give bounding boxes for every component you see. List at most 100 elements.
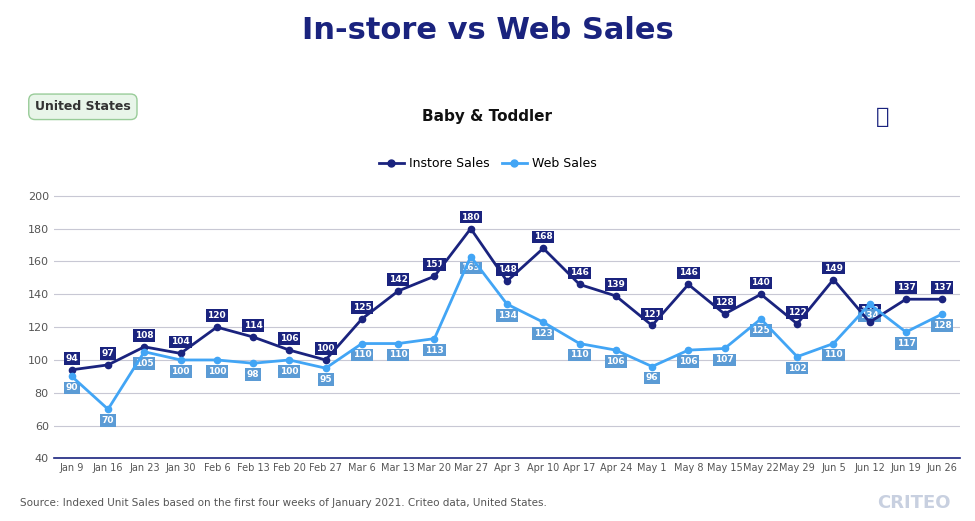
Text: 120: 120 bbox=[208, 311, 226, 320]
Instore Sales bbox=[429, 273, 441, 279]
Instore Sales bbox=[175, 350, 186, 356]
Text: 100: 100 bbox=[208, 367, 226, 376]
Text: 123: 123 bbox=[534, 329, 553, 338]
Web Sales bbox=[465, 253, 477, 259]
Line: Instore Sales: Instore Sales bbox=[68, 226, 946, 373]
Web Sales bbox=[792, 354, 803, 360]
Text: 146: 146 bbox=[570, 268, 589, 278]
Text: 168: 168 bbox=[534, 232, 553, 241]
Web Sales bbox=[864, 301, 876, 307]
Web Sales bbox=[284, 357, 295, 363]
Instore Sales bbox=[66, 367, 78, 373]
Instore Sales bbox=[138, 344, 150, 350]
Text: Baby & Toddler: Baby & Toddler bbox=[422, 109, 553, 125]
Web Sales bbox=[610, 347, 622, 353]
Text: 70: 70 bbox=[101, 416, 114, 425]
Text: 163: 163 bbox=[461, 264, 480, 272]
Web Sales bbox=[501, 301, 513, 307]
Text: Source: Indexed Unit Sales based on the first four weeks of January 2021. Criteo: Source: Indexed Unit Sales based on the … bbox=[20, 498, 546, 508]
Legend: Instore Sales, Web Sales: Instore Sales, Web Sales bbox=[373, 152, 602, 175]
Text: 100: 100 bbox=[172, 367, 190, 376]
Text: 180: 180 bbox=[461, 213, 480, 221]
Instore Sales bbox=[248, 334, 259, 340]
Text: 100: 100 bbox=[317, 344, 334, 353]
Text: 121: 121 bbox=[643, 309, 661, 318]
Web Sales bbox=[719, 345, 730, 352]
Text: 107: 107 bbox=[716, 355, 734, 364]
Web Sales bbox=[429, 336, 441, 342]
Web Sales bbox=[138, 349, 150, 355]
Instore Sales bbox=[392, 288, 404, 294]
Instore Sales bbox=[573, 281, 585, 288]
Text: 114: 114 bbox=[244, 321, 262, 330]
Text: 142: 142 bbox=[389, 275, 408, 284]
Instore Sales bbox=[320, 357, 332, 363]
Text: 🧸: 🧸 bbox=[876, 107, 889, 127]
Text: 148: 148 bbox=[497, 265, 517, 274]
Web Sales bbox=[320, 365, 332, 371]
Text: 137: 137 bbox=[897, 283, 916, 292]
Web Sales bbox=[936, 311, 948, 317]
Text: 117: 117 bbox=[897, 339, 916, 348]
Instore Sales bbox=[356, 316, 368, 322]
Text: CRITEO: CRITEO bbox=[878, 493, 951, 512]
Instore Sales bbox=[936, 296, 948, 302]
Web Sales bbox=[248, 360, 259, 366]
Web Sales bbox=[646, 364, 658, 370]
Instore Sales bbox=[682, 281, 694, 288]
Instore Sales bbox=[828, 276, 839, 282]
Text: 122: 122 bbox=[788, 308, 806, 317]
Web Sales bbox=[211, 357, 222, 363]
Web Sales bbox=[392, 340, 404, 346]
Text: 106: 106 bbox=[679, 357, 698, 366]
Text: 95: 95 bbox=[320, 375, 332, 384]
Web Sales bbox=[682, 347, 694, 353]
Instore Sales bbox=[537, 245, 549, 252]
Instore Sales bbox=[719, 311, 730, 317]
Text: 128: 128 bbox=[716, 298, 734, 307]
Text: 94: 94 bbox=[65, 354, 78, 363]
Text: 146: 146 bbox=[679, 268, 698, 278]
Instore Sales bbox=[501, 278, 513, 284]
Text: 110: 110 bbox=[353, 351, 371, 359]
Text: 98: 98 bbox=[247, 370, 259, 379]
Text: 90: 90 bbox=[65, 383, 78, 392]
Text: 110: 110 bbox=[824, 351, 842, 359]
Instore Sales bbox=[646, 322, 658, 329]
Web Sales bbox=[537, 319, 549, 325]
Instore Sales bbox=[284, 347, 295, 353]
Text: 106: 106 bbox=[280, 334, 298, 343]
Text: United States: United States bbox=[35, 101, 131, 113]
Web Sales bbox=[828, 340, 839, 346]
Instore Sales bbox=[792, 321, 803, 327]
Text: 123: 123 bbox=[860, 306, 879, 315]
Text: 140: 140 bbox=[752, 278, 770, 288]
Text: 128: 128 bbox=[933, 321, 952, 330]
Instore Sales bbox=[211, 324, 222, 330]
Instore Sales bbox=[755, 291, 766, 297]
Text: 149: 149 bbox=[824, 264, 843, 272]
Web Sales bbox=[175, 357, 186, 363]
Text: 125: 125 bbox=[752, 326, 770, 335]
Text: 108: 108 bbox=[135, 331, 154, 340]
Text: 113: 113 bbox=[425, 345, 444, 355]
Instore Sales bbox=[864, 319, 876, 325]
Instore Sales bbox=[610, 293, 622, 299]
Line: Web Sales: Web Sales bbox=[68, 253, 946, 412]
Web Sales bbox=[900, 329, 912, 335]
Text: 125: 125 bbox=[353, 303, 371, 312]
Text: In-store vs Web Sales: In-store vs Web Sales bbox=[301, 16, 674, 45]
Text: 96: 96 bbox=[645, 374, 658, 382]
Instore Sales bbox=[102, 362, 114, 368]
Text: 100: 100 bbox=[280, 367, 298, 376]
Instore Sales bbox=[465, 226, 477, 232]
Text: 105: 105 bbox=[135, 358, 154, 368]
Text: 110: 110 bbox=[389, 351, 408, 359]
Text: 110: 110 bbox=[570, 351, 589, 359]
Web Sales bbox=[102, 406, 114, 412]
Web Sales bbox=[66, 373, 78, 379]
Text: 106: 106 bbox=[606, 357, 625, 366]
Text: 151: 151 bbox=[425, 260, 444, 269]
Text: 102: 102 bbox=[788, 364, 806, 373]
Text: 104: 104 bbox=[172, 338, 190, 346]
